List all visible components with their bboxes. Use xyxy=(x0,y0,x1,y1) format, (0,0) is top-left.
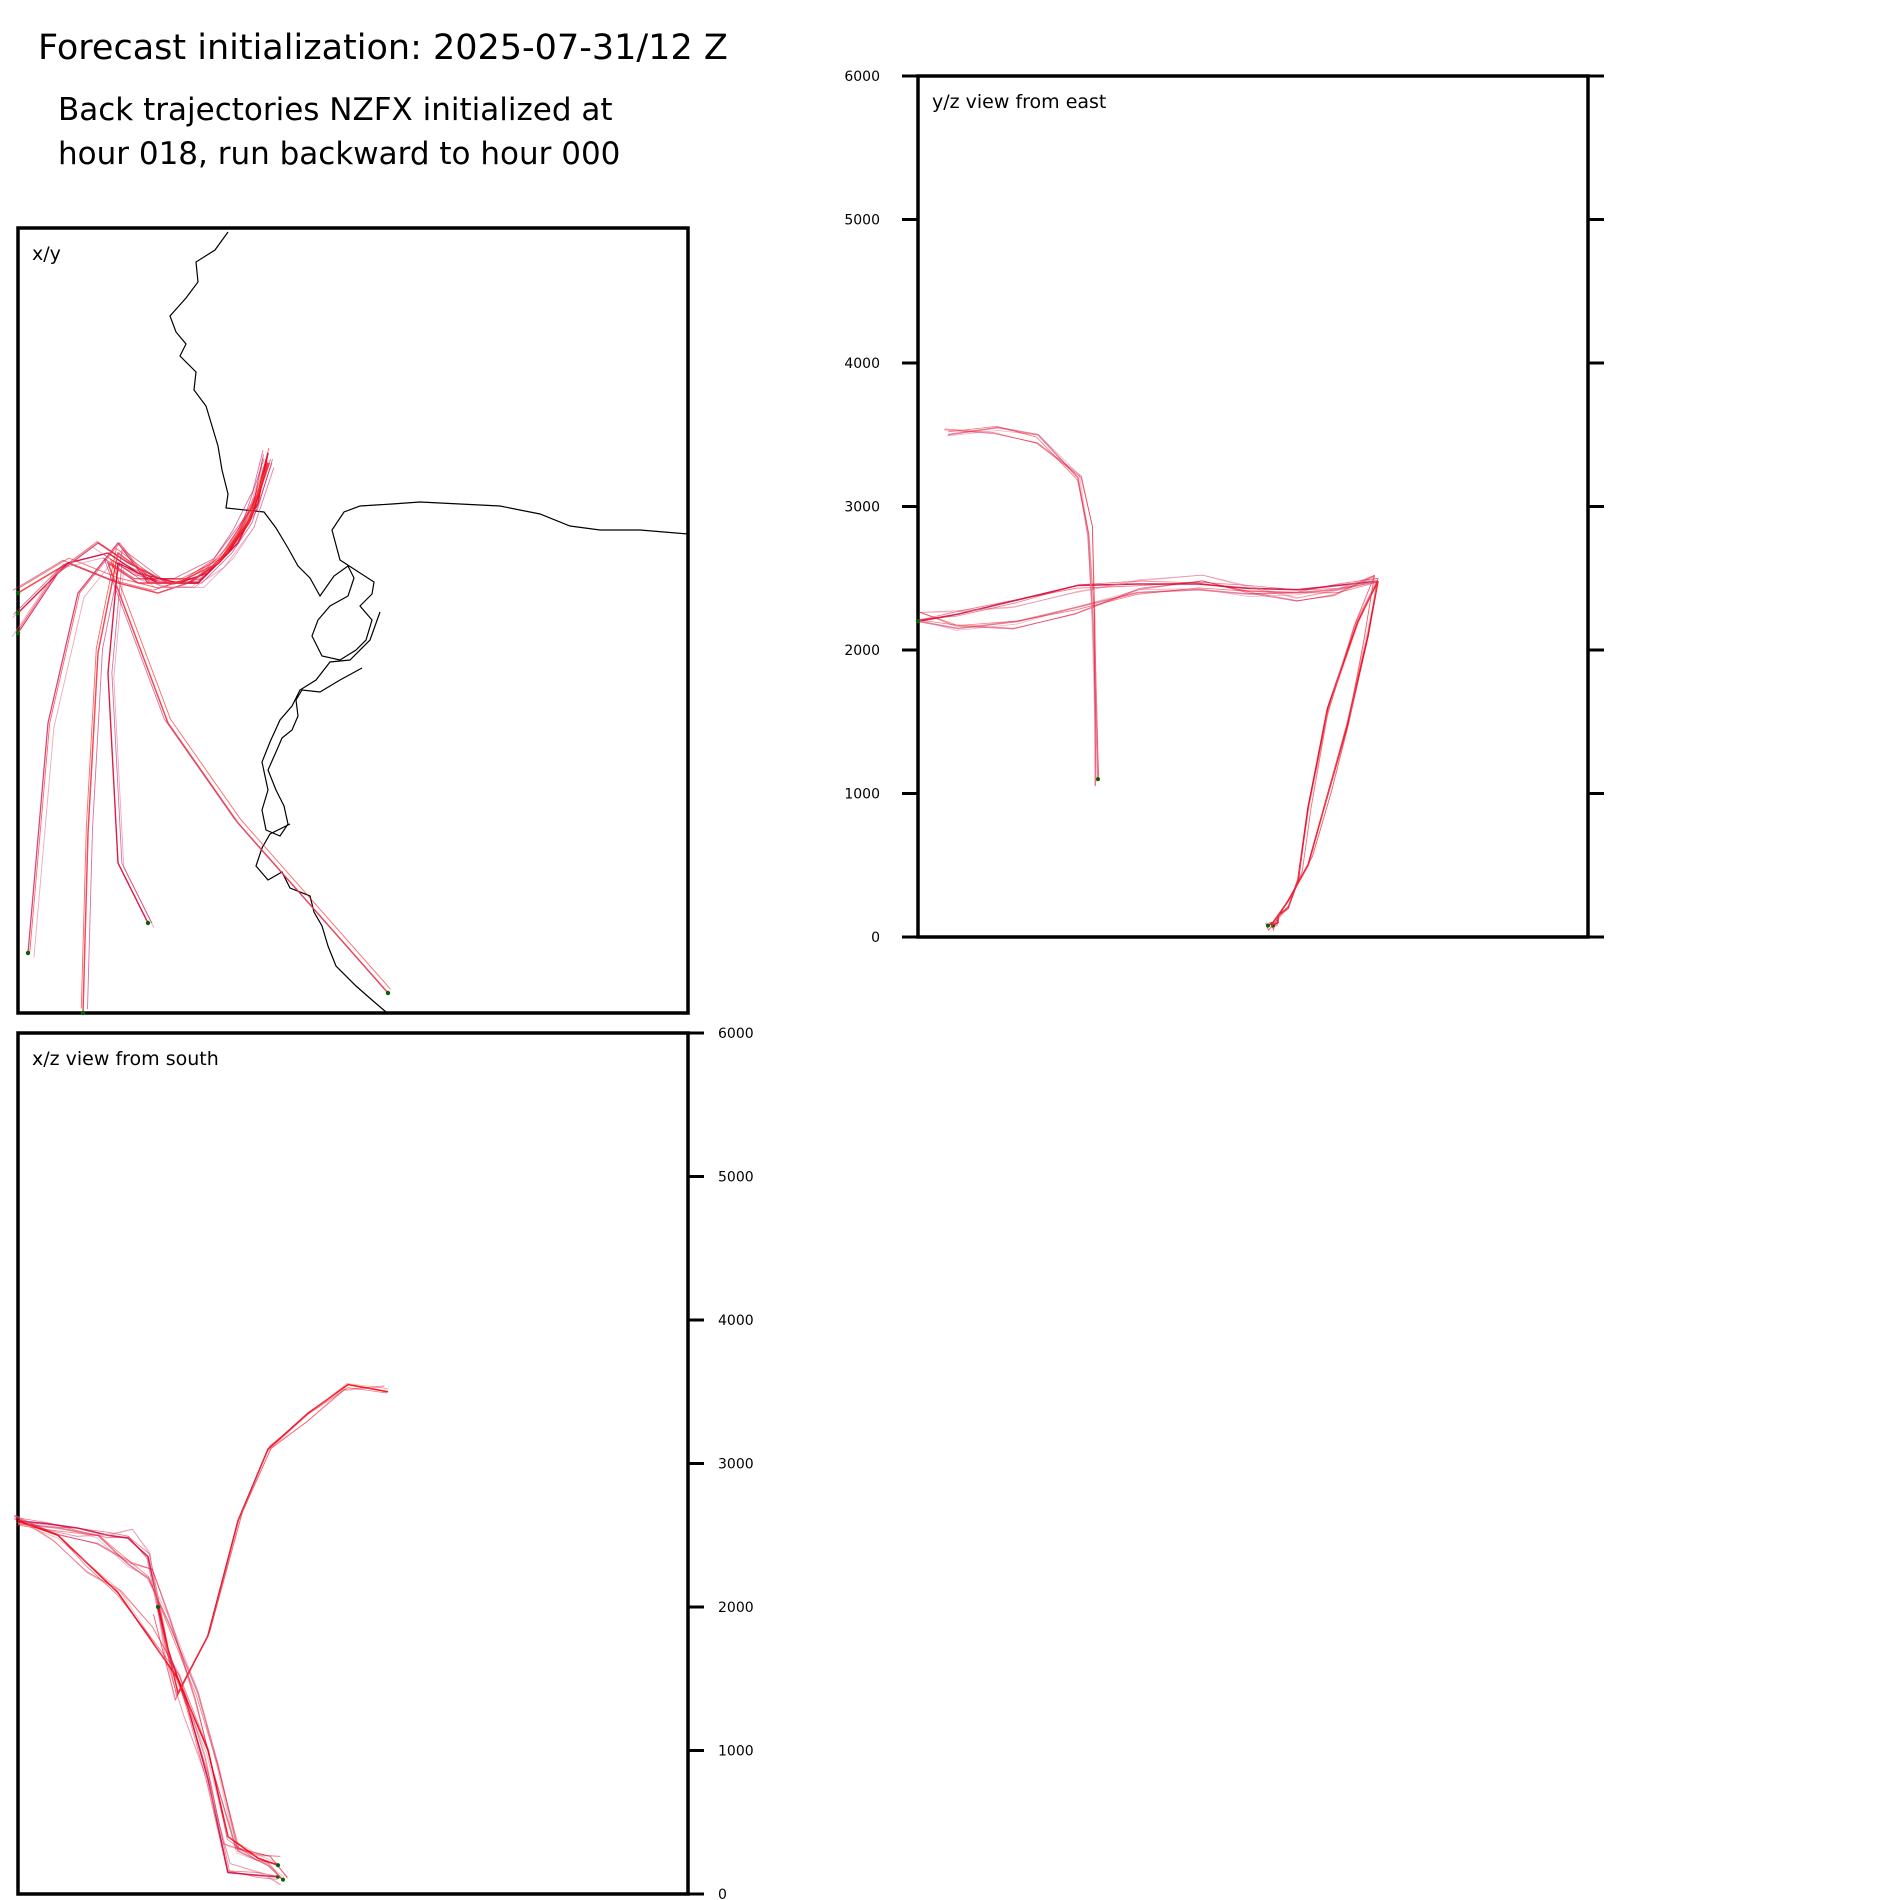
yz-trajectory-1-variant-4 xyxy=(919,574,1375,630)
yz-trajectory-4-variant-2 xyxy=(946,430,1097,782)
xy-panel-label: x/y xyxy=(32,243,61,265)
xz-trajectory-1-variant-3 xyxy=(18,1520,284,1878)
yz-trajectory-1-variant-3 xyxy=(917,577,1379,631)
xy-trajectory-6-variant-1 xyxy=(103,458,385,989)
xy-endpoint-1 xyxy=(15,610,21,616)
yz-frame xyxy=(916,74,1590,939)
subtitle-line-1: Back trajectories NZFX initialized at xyxy=(58,92,613,128)
yz-ytick-label-4000: 4000 xyxy=(844,356,880,372)
yz-ytick-label-2000: 2000 xyxy=(844,643,880,659)
xy-trajectory-5-variant-3 xyxy=(33,467,275,958)
xz-trajectory-2-variant-2 xyxy=(16,1521,280,1865)
xz-ytick-label-2000: 2000 xyxy=(718,1600,754,1616)
xz-endpoint-1 xyxy=(281,1877,285,1882)
yz-panel-label: y/z view from east xyxy=(932,91,1106,113)
yz-trajectory-4-variant-3 xyxy=(948,425,1099,779)
panel-xz: x/z view from south 0 1000 2000 3000 4000 5000… xyxy=(13,1026,754,1900)
xz-ytick-label-6000: 6000 xyxy=(718,1026,754,1042)
xz-trajectory-2-variant-4 xyxy=(14,1514,280,1857)
xy-endpoint-5 xyxy=(25,950,31,956)
panel-yz: y/z view from east 0 1000 2000 3000 4000 5000 6… xyxy=(844,69,1604,946)
yz-trajectory-4 xyxy=(947,426,1099,780)
xz-trajectory-0 xyxy=(17,1520,279,1878)
xy-endpoint-6 xyxy=(385,990,391,996)
panel-xy: x/y xyxy=(11,226,690,1016)
figure-title: Forecast initialization: 2025-07-31/12 Z xyxy=(38,28,728,68)
yz-endpoint-3 xyxy=(1266,923,1270,928)
yz-trajectory-3-variant-4 xyxy=(1265,575,1375,932)
yz-trajectory-1-variant-2 xyxy=(919,582,1377,626)
yz-endpoint-4 xyxy=(1096,777,1100,782)
xz-trajectory-0-variant-4 xyxy=(14,1514,282,1885)
xz-ytick-label-1000: 1000 xyxy=(718,1744,754,1760)
xy-trajectory-2-variant-1 xyxy=(16,461,268,632)
coastline-middle xyxy=(261,611,381,837)
xz-ytick-label-3000: 3000 xyxy=(718,1457,754,1473)
yz-ytick-label-6000: 6000 xyxy=(844,69,880,85)
xz-trajectory-3-variant-4 xyxy=(153,1385,385,1701)
xy-endpoint-0 xyxy=(15,590,21,596)
yz-ytick-label-1000: 1000 xyxy=(844,787,880,803)
yz-ytick-label-5000: 5000 xyxy=(844,213,880,229)
xy-frame xyxy=(16,226,690,1015)
xz-ytick-label-4000: 4000 xyxy=(718,1313,754,1329)
yz-trajectory-0-variant-2 xyxy=(919,581,1377,621)
xy-trajectory-6-variant-3 xyxy=(109,459,391,990)
coastline-south xyxy=(255,823,387,1013)
yz-ytick-label-3000: 3000 xyxy=(844,500,880,516)
yz-trajectory-0-variant-4 xyxy=(919,574,1375,613)
yz-endpoint-1 xyxy=(916,619,920,624)
xz-trajectory-1 xyxy=(17,1523,284,1881)
yz-trajectory-2-variant-2 xyxy=(1273,582,1377,923)
xz-endpoint-2 xyxy=(276,1863,280,1868)
xz-ytick-label-5000: 5000 xyxy=(718,1170,754,1186)
xy-endpoint-4 xyxy=(145,920,151,926)
xz-panel-label: x/z view from south xyxy=(32,1048,219,1070)
coastline-north xyxy=(169,231,689,661)
xy-endpoint-2 xyxy=(15,630,21,636)
xz-endpoint-3 xyxy=(156,1605,160,1609)
yz-trajectory-2-variant-4 xyxy=(1270,575,1375,932)
subtitle-line-2: hour 018, run backward to hour 000 xyxy=(58,136,621,172)
figure-subtitle: Back trajectories NZFX initialized at ho… xyxy=(58,88,620,176)
xy-endpoint-3 xyxy=(80,1010,86,1016)
yz-ytick-label-0: 0 xyxy=(871,930,880,946)
yz-trajectory-4-variant-4 xyxy=(944,428,1096,786)
xz-frame xyxy=(16,1031,690,1896)
yz-trajectory-3-variant-3 xyxy=(1266,578,1379,928)
xz-ytick-label-0: 0 xyxy=(718,1887,727,1900)
